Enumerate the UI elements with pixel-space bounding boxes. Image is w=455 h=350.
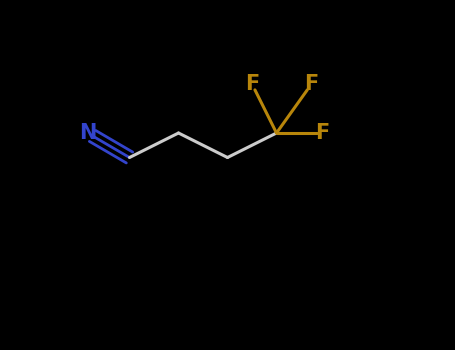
Text: F: F bbox=[245, 74, 259, 94]
Text: F: F bbox=[315, 123, 329, 143]
Text: N: N bbox=[79, 123, 96, 143]
Text: F: F bbox=[304, 74, 318, 94]
